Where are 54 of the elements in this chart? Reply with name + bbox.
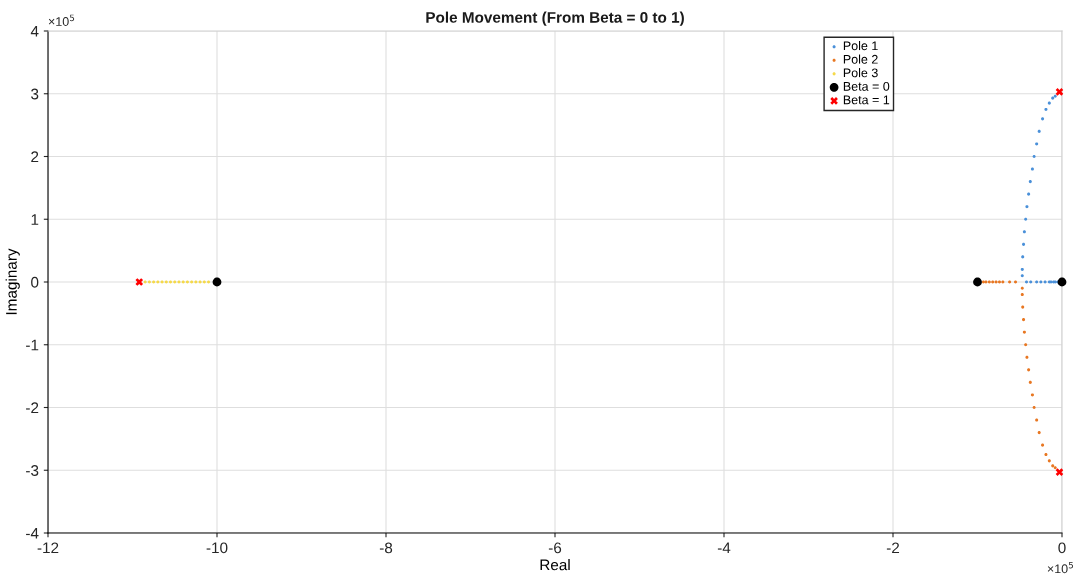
y-tick-label: -4 — [26, 528, 39, 539]
x-tick-label: -6 — [548, 542, 562, 554]
point — [1030, 167, 1034, 171]
y-tick-label: 3 — [31, 88, 39, 100]
x-tick-label: -12 — [37, 542, 59, 554]
y-tick-label: -3 — [26, 465, 39, 476]
text: ×10$^{5}$ — [1047, 561, 1074, 574]
y-tick-label: 1 — [31, 214, 39, 225]
text: ×10$^{5}$ — [48, 14, 75, 26]
point — [1024, 217, 1028, 221]
point — [1020, 286, 1024, 290]
point — [1035, 280, 1039, 284]
point — [152, 280, 156, 284]
y-axis-title: Imaginary — [5, 248, 20, 315]
point — [1020, 274, 1024, 278]
point — [168, 280, 173, 284]
point — [147, 280, 151, 284]
point — [1022, 242, 1026, 246]
point — [190, 280, 194, 284]
point — [1024, 343, 1028, 347]
point — [1028, 380, 1032, 384]
point — [212, 277, 222, 287]
x-tick-label: -10 — [206, 542, 228, 554]
y-tick-label: -2 — [26, 402, 39, 414]
x-axis-title: Real — [540, 559, 570, 571]
x-tick-label: -2 — [886, 542, 900, 554]
point — [1022, 318, 1026, 322]
legend-label: Pole 1 — [843, 41, 878, 51]
y-tick-label: -1 — [26, 339, 39, 351]
legend-label: Pole 3 — [843, 68, 878, 78]
x-tick-label: -4 — [717, 542, 731, 554]
point — [973, 277, 982, 287]
point — [1057, 277, 1067, 287]
chart-title: Pole Movement (From Beta = 0 to 1) — [426, 11, 684, 26]
point — [1008, 280, 1012, 284]
x-tick-label: 0 — [1058, 542, 1066, 554]
point — [1055, 468, 1064, 476]
point — [164, 280, 168, 284]
point — [1013, 280, 1018, 284]
y-tick-label: 0 — [31, 276, 39, 288]
point — [1024, 280, 1029, 284]
legend-label: Pole 2 — [843, 54, 878, 64]
point — [207, 280, 211, 284]
point — [1028, 180, 1032, 184]
legend-label: Beta = 1 — [843, 95, 890, 105]
point — [135, 278, 144, 286]
legend-label: Beta = 0 — [843, 81, 890, 91]
point — [202, 280, 206, 284]
point — [997, 280, 1002, 284]
point — [185, 280, 189, 284]
y-tick-label: 2 — [31, 151, 39, 163]
y-tick-label: 4 — [30, 26, 39, 37]
x-tick-label: -8 — [379, 542, 393, 554]
point — [1055, 88, 1064, 96]
